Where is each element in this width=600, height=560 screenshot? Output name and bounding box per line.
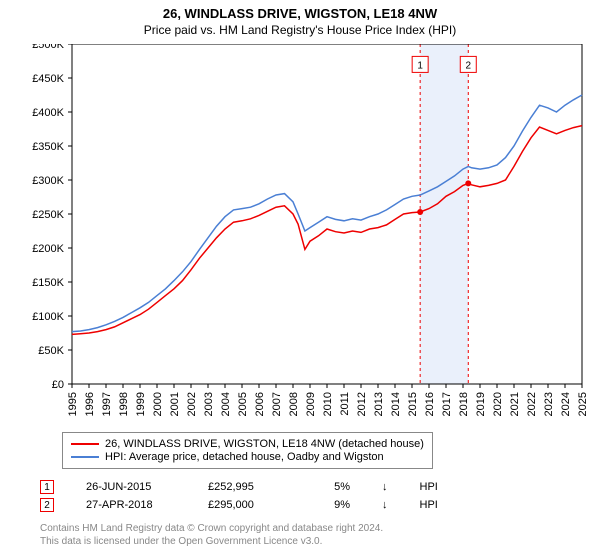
legend-item: HPI: Average price, detached house, Oadb… — [71, 451, 424, 463]
marker-number-box: 2 — [40, 498, 54, 512]
svg-text:2011: 2011 — [339, 392, 351, 416]
legend-item: 26, WINDLASS DRIVE, WIGSTON, LE18 4NW (d… — [71, 438, 424, 450]
marker-table: 1 26-JUN-2015 £252,995 5% ↓ HPI 2 27-APR… — [40, 476, 470, 516]
marker-pct: 9% — [320, 499, 350, 511]
svg-text:2025: 2025 — [577, 392, 589, 416]
chart-title: 26, WINDLASS DRIVE, WIGSTON, LE18 4NW — [0, 0, 600, 21]
chart-area: £0 £50K £100K £150K £200K £250K £300K £350K £400… — [10, 44, 590, 424]
svg-text:1995: 1995 — [67, 392, 79, 416]
marker-hpi-label: HPI — [420, 499, 470, 511]
svg-text:1997: 1997 — [101, 392, 113, 416]
svg-text:2013: 2013 — [373, 392, 385, 416]
footer-attribution: Contains HM Land Registry data © Crown c… — [40, 522, 383, 548]
arrow-down-icon: ↓ — [382, 481, 388, 493]
svg-text:2005: 2005 — [237, 392, 249, 416]
svg-text:2020: 2020 — [492, 392, 504, 416]
svg-text:1998: 1998 — [118, 392, 130, 416]
svg-text:2016: 2016 — [424, 392, 436, 416]
svg-text:2000: 2000 — [152, 392, 164, 416]
svg-text:£100K: £100K — [32, 311, 64, 323]
marker-hpi-label: HPI — [420, 481, 470, 493]
svg-text:2001: 2001 — [169, 392, 181, 416]
marker-number-box: 1 — [40, 480, 54, 494]
marker-date: 27-APR-2018 — [86, 499, 176, 511]
legend-swatch — [71, 456, 99, 458]
svg-text:2010: 2010 — [322, 392, 334, 416]
svg-text:£0: £0 — [52, 379, 64, 391]
arrow-down-icon: ↓ — [382, 499, 388, 511]
legend-box: 26, WINDLASS DRIVE, WIGSTON, LE18 4NW (d… — [62, 432, 433, 469]
svg-text:2004: 2004 — [220, 392, 232, 416]
svg-text:2017: 2017 — [441, 392, 453, 416]
legend-swatch — [71, 443, 99, 445]
svg-text:2015: 2015 — [407, 392, 419, 416]
marker-price: £252,995 — [208, 481, 288, 493]
svg-text:£300K: £300K — [32, 175, 64, 187]
marker-row: 2 27-APR-2018 £295,000 9% ↓ HPI — [40, 498, 470, 512]
svg-text:1999: 1999 — [135, 392, 147, 416]
svg-text:£50K: £50K — [38, 345, 64, 357]
svg-text:2021: 2021 — [509, 392, 521, 416]
marker-pct: 5% — [320, 481, 350, 493]
svg-text:2003: 2003 — [203, 392, 215, 416]
marker-price: £295,000 — [208, 499, 288, 511]
svg-text:£200K: £200K — [32, 243, 64, 255]
svg-text:£150K: £150K — [32, 277, 64, 289]
svg-text:£400K: £400K — [32, 107, 64, 119]
legend-label: 26, WINDLASS DRIVE, WIGSTON, LE18 4NW (d… — [105, 438, 424, 450]
svg-text:2009: 2009 — [305, 392, 317, 416]
svg-text:2: 2 — [465, 60, 471, 71]
svg-text:2014: 2014 — [390, 392, 402, 416]
svg-text:1: 1 — [417, 60, 423, 71]
svg-text:2012: 2012 — [356, 392, 368, 416]
svg-text:2002: 2002 — [186, 392, 198, 416]
svg-text:2022: 2022 — [526, 392, 538, 416]
svg-text:2023: 2023 — [543, 392, 555, 416]
svg-text:2008: 2008 — [288, 392, 300, 416]
plot-svg: £0 £50K £100K £150K £200K £250K £300K £350K £400… — [10, 44, 590, 424]
svg-text:£450K: £450K — [32, 73, 64, 85]
marker-date: 26-JUN-2015 — [86, 481, 176, 493]
svg-text:2024: 2024 — [560, 392, 572, 416]
svg-text:2019: 2019 — [475, 392, 487, 416]
svg-text:1996: 1996 — [84, 392, 96, 416]
chart-subtitle: Price paid vs. HM Land Registry's House … — [0, 21, 600, 41]
svg-text:2006: 2006 — [254, 392, 266, 416]
footer-line: This data is licensed under the Open Gov… — [40, 535, 383, 548]
svg-text:£500K: £500K — [32, 44, 64, 51]
svg-text:£250K: £250K — [32, 209, 64, 221]
svg-text:£350K: £350K — [32, 141, 64, 153]
svg-text:2007: 2007 — [271, 392, 283, 416]
marker-row: 1 26-JUN-2015 £252,995 5% ↓ HPI — [40, 480, 470, 494]
legend-label: HPI: Average price, detached house, Oadb… — [105, 451, 384, 463]
footer-line: Contains HM Land Registry data © Crown c… — [40, 522, 383, 535]
svg-text:2018: 2018 — [458, 392, 470, 416]
